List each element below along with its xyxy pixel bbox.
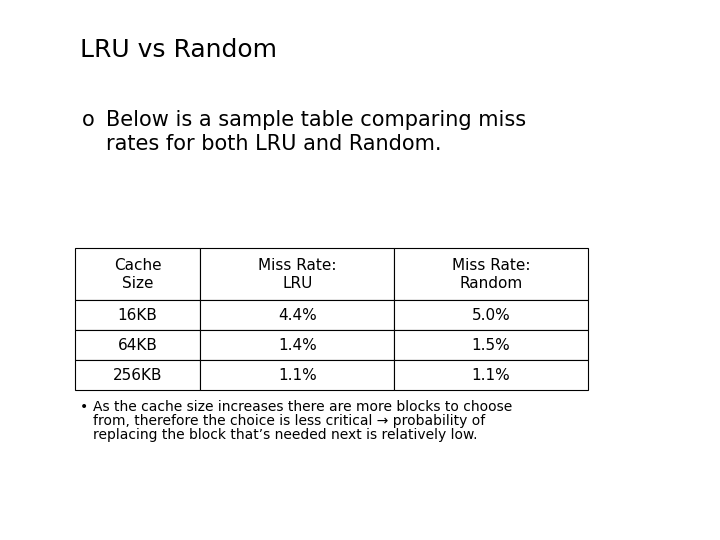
Text: replacing the block that’s needed next is relatively low.: replacing the block that’s needed next i…: [93, 428, 477, 442]
Text: Miss Rate:
Random: Miss Rate: Random: [452, 258, 531, 291]
Bar: [75, 330, 200, 360]
Text: 64KB: 64KB: [118, 338, 158, 353]
Text: Cache
Size: Cache Size: [114, 258, 161, 291]
Text: •: •: [80, 400, 89, 414]
Text: 4.4%: 4.4%: [278, 307, 317, 322]
Text: 1.1%: 1.1%: [472, 368, 510, 382]
Text: Miss Rate:
LRU: Miss Rate: LRU: [258, 258, 336, 291]
Text: 16KB: 16KB: [118, 307, 158, 322]
Bar: [395, 330, 588, 360]
Text: 1.1%: 1.1%: [278, 368, 317, 382]
Bar: [395, 360, 588, 390]
Bar: [395, 248, 588, 300]
Bar: [395, 300, 588, 330]
Text: 1.5%: 1.5%: [472, 338, 510, 353]
Text: Below is a sample table comparing miss: Below is a sample table comparing miss: [106, 110, 526, 130]
Text: 5.0%: 5.0%: [472, 307, 510, 322]
Bar: [200, 300, 395, 330]
Text: o: o: [82, 110, 95, 130]
Text: 1.4%: 1.4%: [278, 338, 317, 353]
Bar: [200, 330, 395, 360]
Text: As the cache size increases there are more blocks to choose: As the cache size increases there are mo…: [93, 400, 512, 414]
Bar: [75, 300, 200, 330]
Bar: [200, 248, 395, 300]
Bar: [200, 360, 395, 390]
Text: LRU vs Random: LRU vs Random: [80, 38, 277, 62]
Text: rates for both LRU and Random.: rates for both LRU and Random.: [106, 134, 441, 154]
Text: from, therefore the choice is less critical → probability of: from, therefore the choice is less criti…: [93, 414, 485, 428]
Bar: [75, 248, 200, 300]
Bar: [75, 360, 200, 390]
Text: 256KB: 256KB: [113, 368, 163, 382]
